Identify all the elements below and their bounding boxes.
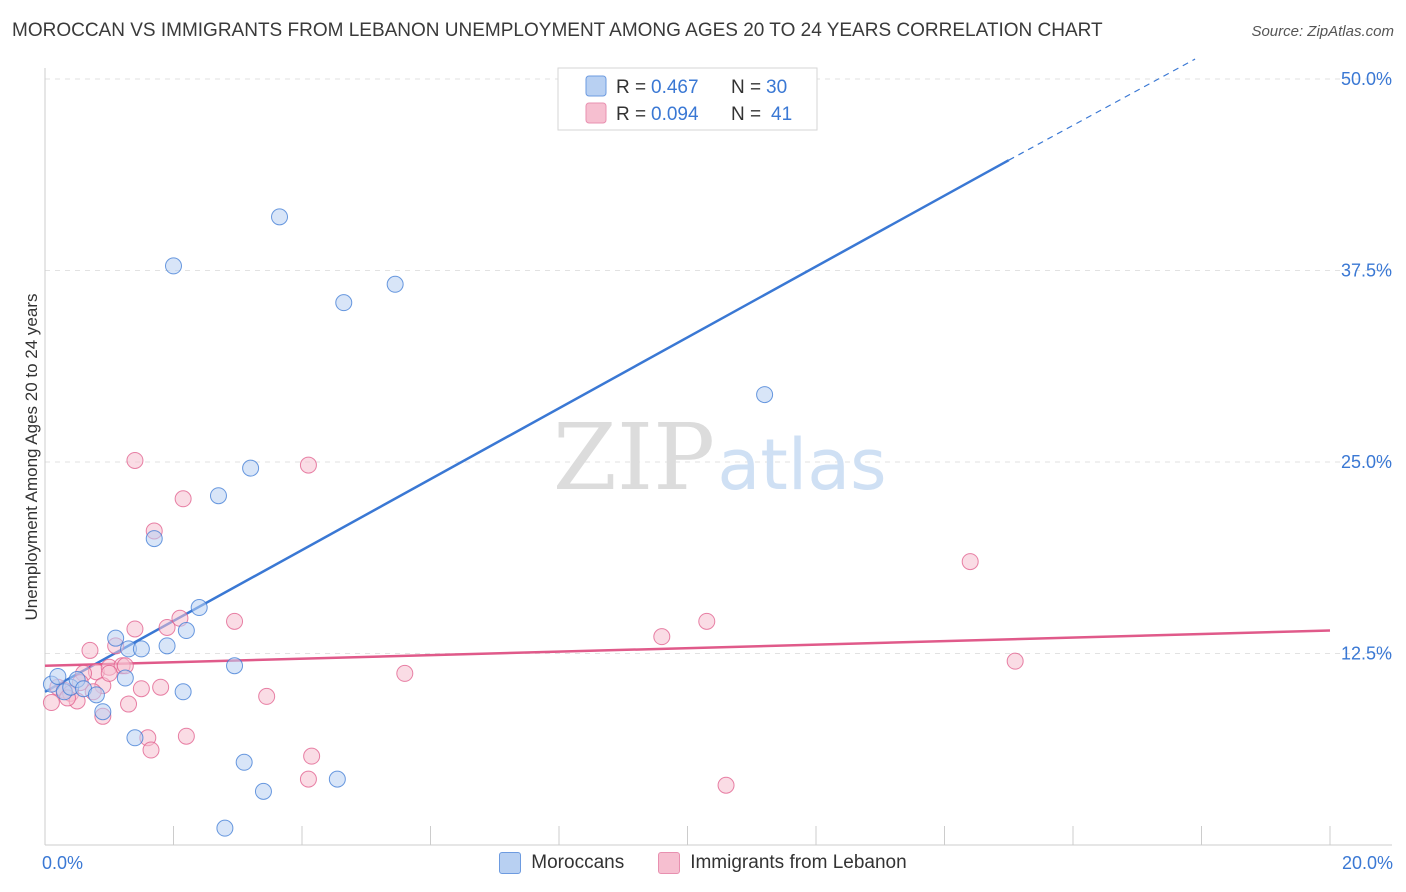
y-tick-label: 25.0% <box>1341 452 1392 472</box>
grid-lines <box>45 78 1392 654</box>
x-tick-label: 0.0% <box>42 853 83 873</box>
data-point <box>303 747 321 765</box>
data-point <box>94 703 112 721</box>
legend-swatch-lebanon <box>585 102 607 124</box>
legend-r-label-2: R = <box>616 104 646 125</box>
watermark-zip: ZIP <box>553 404 715 511</box>
data-point <box>158 618 176 636</box>
data-point <box>165 257 182 275</box>
legend-swatch <box>499 852 522 874</box>
chart-title: MOROCCAN VS IMMIGRANTS FROM LEBANON UNEM… <box>12 20 1103 41</box>
legend-label: Moroccans <box>531 852 625 873</box>
data-point <box>49 667 67 685</box>
data-point <box>132 640 150 658</box>
data-point <box>152 678 170 696</box>
data-point <box>100 664 118 682</box>
data-point <box>87 686 105 704</box>
legend-item-lebanon[interactable]: Immigrants from Lebanon <box>658 852 907 874</box>
series-legend: Moroccans Immigrants from Lebanon <box>0 852 1406 874</box>
data-point <box>299 770 317 788</box>
data-point <box>271 208 289 226</box>
data-point <box>116 669 134 687</box>
data-point <box>158 637 176 655</box>
data-point <box>258 687 276 705</box>
data-point <box>132 680 150 698</box>
axes <box>44 68 1392 846</box>
data-point <box>174 490 192 508</box>
data-point <box>216 819 234 837</box>
data-point <box>717 776 735 794</box>
data-point <box>235 753 253 771</box>
data-point <box>299 456 317 474</box>
data-point <box>209 487 227 505</box>
stats-legend: R = 0.467 N = 30 R = 0.094 N = 41 <box>557 67 818 131</box>
data-point <box>126 451 144 469</box>
data-point <box>81 641 99 659</box>
trend-lines <box>44 58 1331 693</box>
data-point <box>177 622 195 640</box>
data-point <box>145 530 163 548</box>
watermark: ZIP atlas <box>553 404 887 511</box>
legend-swatch <box>658 852 681 874</box>
y-tick-label: 37.5% <box>1341 261 1392 281</box>
data-point <box>396 664 414 682</box>
data-point <box>107 629 125 647</box>
trend-line <box>44 629 1331 668</box>
data-point <box>177 727 195 745</box>
trend-line-extension <box>1008 58 1196 161</box>
data-point <box>961 553 979 571</box>
data-point <box>698 612 716 630</box>
legend-label: Immigrants from Lebanon <box>690 852 907 873</box>
x-tick-label: 20.0% <box>1342 853 1393 873</box>
data-point <box>226 657 244 675</box>
source-label: Source: ZipAtlas.com <box>1251 23 1394 40</box>
data-point <box>174 683 192 701</box>
data-point <box>42 694 60 712</box>
data-point <box>386 275 404 293</box>
data-point <box>328 770 346 788</box>
legend-n-value-2: 41 <box>771 104 792 125</box>
legend-n-label-2: N = <box>731 104 761 125</box>
watermark-atlas: atlas <box>717 424 886 506</box>
y-tick-label: 12.5% <box>1341 644 1392 664</box>
data-point <box>226 612 244 630</box>
tick-labels: 12.5% 25.0% 37.5% 50.0% 0.0% 20.0% <box>42 69 1393 873</box>
data-point <box>254 782 272 800</box>
y-axis-label: Unemployment Among Ages 20 to 24 years <box>22 294 41 621</box>
legend-r-value-1: 0.467 <box>651 77 699 98</box>
data-point <box>335 294 353 312</box>
data-point <box>142 741 160 759</box>
data-points <box>42 208 1024 837</box>
legend-n-value-1: 30 <box>766 77 787 98</box>
y-tick-label: 50.0% <box>1341 69 1392 89</box>
data-point <box>120 695 138 713</box>
legend-swatch-moroccans <box>585 75 607 97</box>
legend-r-label-1: R = <box>616 77 646 98</box>
legend-r-value-2: 0.094 <box>651 104 699 125</box>
data-point <box>126 620 144 638</box>
data-point <box>1006 652 1024 670</box>
legend-item-moroccans[interactable]: Moroccans <box>499 852 624 874</box>
data-point <box>126 729 144 747</box>
data-point <box>653 628 671 646</box>
data-point <box>242 459 260 477</box>
data-point <box>190 599 208 617</box>
legend-n-label-1: N = <box>731 77 761 98</box>
data-point <box>756 386 774 404</box>
